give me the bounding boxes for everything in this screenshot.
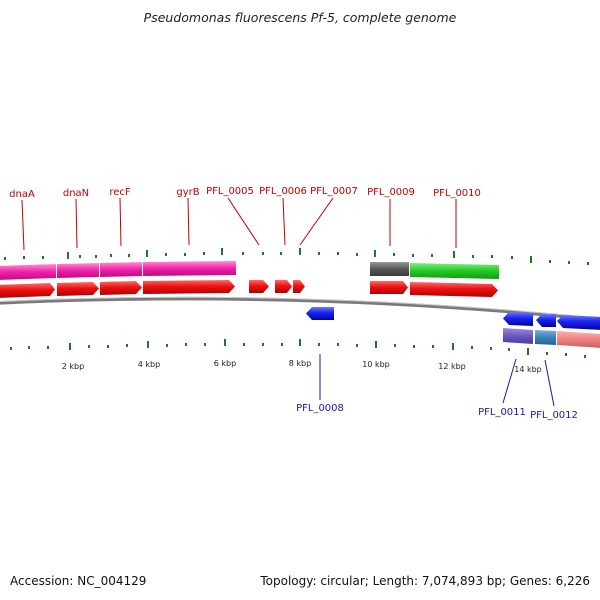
gene-label-dnaA: dnaA (9, 189, 35, 200)
gene-label-PFL_0012: PFL_0012 (530, 410, 578, 421)
cds-PFL_0012 (536, 314, 556, 327)
scale-label-14kbp: 14 kbp (514, 365, 542, 374)
scale-label-8kbp: 8 kbp (289, 359, 311, 368)
cds-PFL_0009 (370, 281, 408, 294)
cds-PFL_0006 (275, 280, 292, 293)
gene-label-PFL_0008: PFL_0008 (296, 403, 344, 414)
gene-label-PFL_0010: PFL_0010 (433, 188, 481, 199)
gene-label-recF: recF (109, 187, 131, 198)
cds-PFL_0007 (293, 280, 305, 293)
cds-dnaA (0, 283, 55, 298)
gene-label-PFL_0007: PFL_0007 (310, 186, 358, 197)
cds-gyrB (143, 280, 235, 294)
cog-bar-next (557, 331, 600, 348)
cog-bar-dnaA (0, 264, 56, 280)
map-title: Pseudomonas fluorescens Pf-5, complete g… (143, 10, 457, 25)
genome-stats-text: Topology: circular; Length: 7,074,893 bp… (260, 574, 590, 588)
inner-tick-ring (10, 339, 586, 358)
forward-cds-track (0, 280, 498, 298)
cog-bar-dnaN (57, 263, 99, 278)
cog-bar-PFL_0010 (410, 263, 499, 279)
cog-bar-recF (100, 262, 142, 277)
cds-PFL_0005 (249, 280, 269, 293)
gene-label-PFL_0006: PFL_0006 (259, 186, 307, 197)
accession-text: Accession: NC_004129 (10, 574, 147, 588)
reverse-leader-lines (319, 354, 555, 407)
cds-recF (100, 281, 142, 295)
cog-bar-PFL_0012 (535, 330, 556, 345)
reverse-cds-track (306, 307, 600, 330)
cog-feature-row (0, 261, 600, 348)
cds-PFL_0010 (410, 282, 498, 297)
scale-labels: 2 kbp 4 kbp 6 kbp 8 kbp 10 kbp 12 kbp 14… (62, 359, 542, 374)
scale-label-10kbp: 10 kbp (362, 360, 390, 369)
cds-dnaN (57, 282, 99, 296)
cds-PFL_0011 (503, 312, 533, 326)
cds-next (557, 315, 600, 330)
scale-label-6kbp: 6 kbp (214, 359, 236, 368)
forward-leader-lines (21, 197, 457, 251)
gene-label-PFL_0011: PFL_0011 (478, 407, 526, 418)
cog-bar-PFL_0011 (503, 328, 533, 344)
gene-label-PFL_0009: PFL_0009 (367, 187, 415, 198)
gene-label-gyrB: gyrB (176, 187, 199, 198)
gene-label-PFL_0005: PFL_0005 (206, 186, 254, 197)
genome-backbone (0, 296, 600, 322)
cog-bar-PFL_0009 (370, 262, 409, 276)
forward-gene-labels: dnaA dnaN recF gyrB PFL_0005 PFL_0006 PF… (9, 186, 481, 200)
outer-tick-ring (4, 248, 589, 265)
reverse-gene-labels: PFL_0008 PFL_0011 PFL_0012 (296, 403, 578, 421)
gene-label-dnaN: dnaN (63, 188, 89, 199)
cog-bar-gyrB (143, 261, 236, 276)
scale-label-2kbp: 2 kbp (62, 362, 84, 371)
scale-label-4kbp: 4 kbp (138, 360, 160, 369)
scale-label-12kbp: 12 kbp (438, 362, 466, 371)
cds-PFL_0008 (306, 307, 334, 320)
